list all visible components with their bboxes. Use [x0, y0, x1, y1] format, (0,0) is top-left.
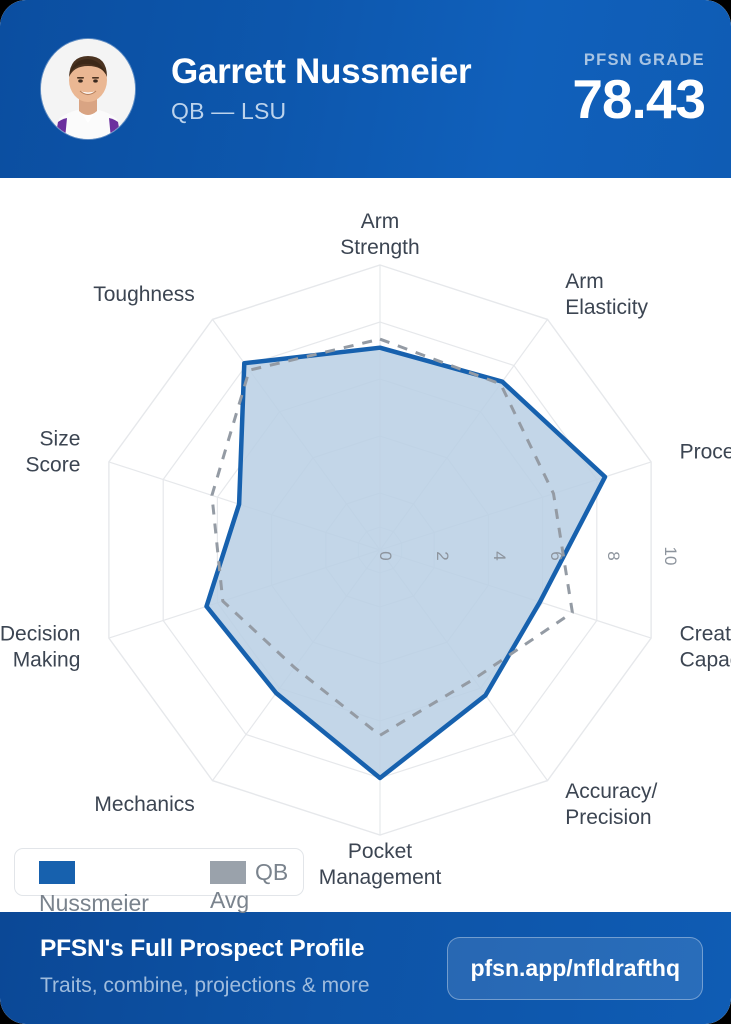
player-position-team: QB — LSU: [171, 97, 287, 124]
legend-item-qb-avg[interactable]: QB Avg: [210, 858, 289, 913]
player-name: Garrett Nussmeier: [171, 52, 472, 92]
radar-axis-label: CreationCapacity: [680, 622, 731, 671]
footer-cta-button[interactable]: pfsn.app/nfldrafthq: [447, 936, 703, 1000]
svg-text:2: 2: [433, 551, 452, 560]
radar-tick-labels: 0 2 4 6 8 10: [376, 547, 680, 566]
grade-value: 78.43: [572, 68, 706, 130]
footer-title: PFSN's Full Prospect Profile: [40, 934, 365, 962]
grade-block: PFSN GRADE 78.43: [572, 51, 706, 130]
radar-axis-label: Arm Elasticity: [565, 270, 648, 319]
radar-axis-label: Size Score: [26, 428, 81, 477]
avatar: [41, 39, 135, 139]
chart-legend[interactable]: Nussmeier QB Avg: [14, 848, 304, 916]
footer-text-block: PFSN's Full Prospect Profile Traits, com…: [40, 935, 447, 1001]
radar-axis-label: Decision Making: [0, 622, 80, 671]
svg-text:4: 4: [490, 551, 509, 560]
radar-axis-label: Arm Strength: [340, 210, 419, 259]
radar-axis-label: Processing: [680, 441, 731, 464]
svg-text:8: 8: [604, 551, 623, 560]
legend-label-qb-avg-line2: Avg: [210, 886, 250, 913]
grade-label: PFSN GRADE: [583, 51, 705, 69]
legend-label-nussmeier-line2: Nussmeier: [39, 889, 149, 916]
radar-axis-label: Accuracy/Precision: [565, 780, 657, 829]
radar-axis-label: Toughness: [93, 283, 195, 306]
radar-axis-label: Mechanics: [94, 793, 194, 816]
card-header: Garrett Nussmeier QB — LSU PFSN GRADE 78…: [0, 0, 731, 178]
legend-label-qb-avg: QB Avg: [210, 858, 289, 913]
legend-swatch-qb-avg: [210, 860, 246, 884]
legend-label-qb-avg-line1: QB: [255, 858, 289, 885]
radar-axis-label: Pocket Management: [319, 840, 442, 889]
svg-text:10: 10: [661, 547, 680, 566]
radar-series-areas: [204, 337, 608, 781]
player-identity: Garrett Nussmeier QB — LSU: [171, 53, 572, 125]
card-footer: PFSN's Full Prospect Profile Traits, com…: [0, 912, 731, 1024]
svg-text:0: 0: [376, 551, 395, 560]
svg-text:6: 6: [547, 551, 566, 560]
footer-subtitle: Traits, combine, projections & more: [40, 973, 370, 997]
legend-swatch-nussmeier: [39, 860, 75, 884]
legend-item-nussmeier[interactable]: Nussmeier: [39, 860, 149, 916]
